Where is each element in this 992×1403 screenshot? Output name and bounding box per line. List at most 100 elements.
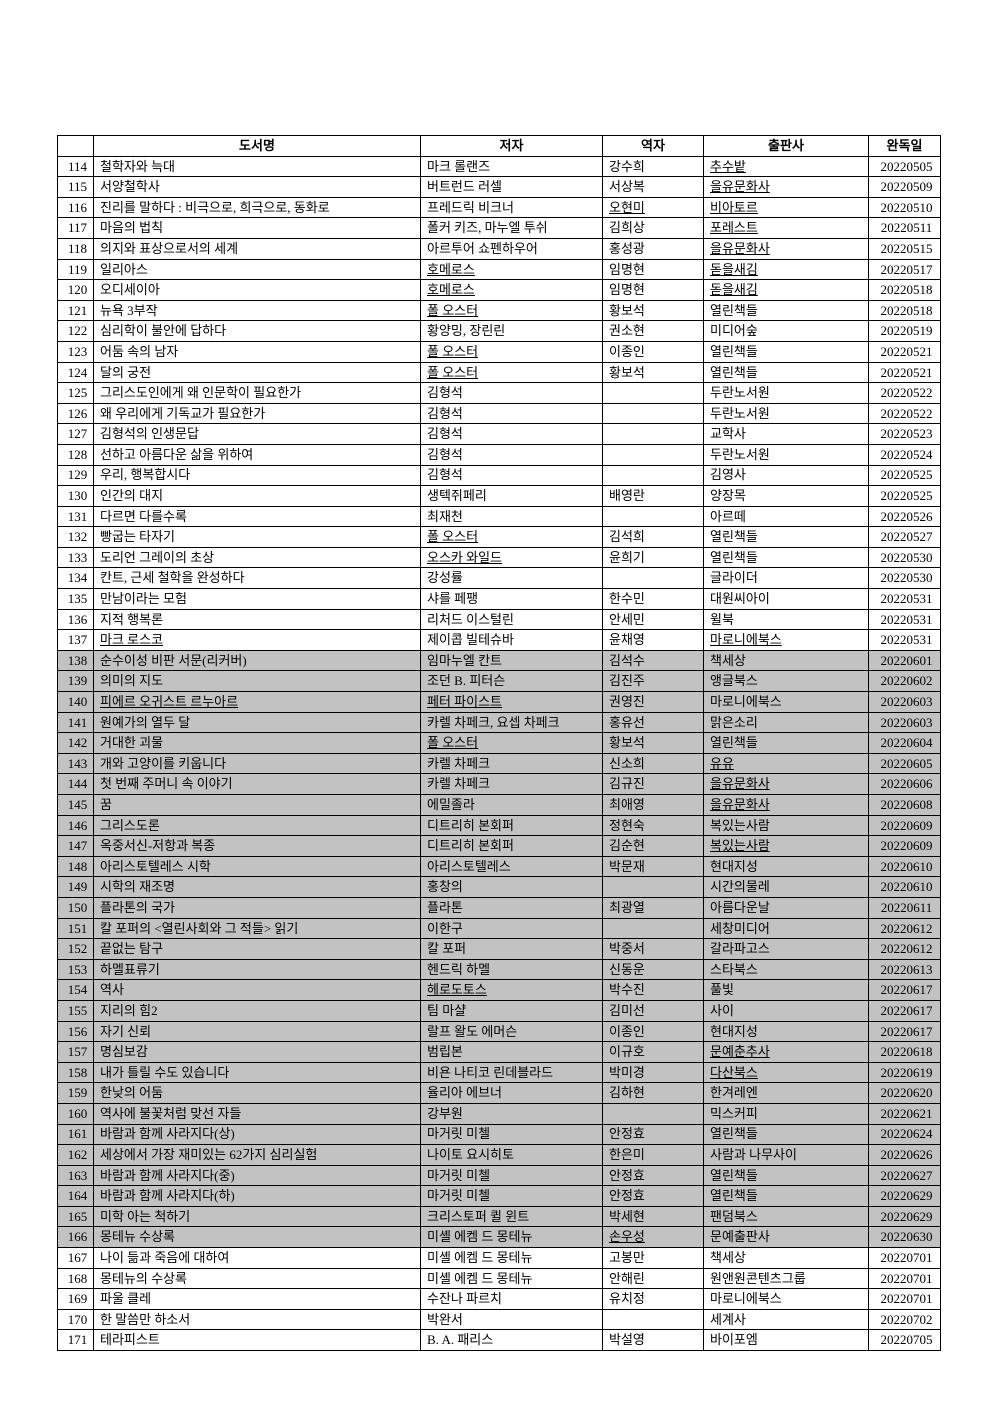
book-title-cell: 진리를 말하다 : 비극으로, 희극으로, 동화로: [93, 196, 421, 219]
row-number-cell: 129: [57, 464, 94, 487]
completion-date-cell: 20220518: [868, 279, 941, 301]
translator-cell: 박문재: [602, 855, 704, 878]
translator-cell: [602, 1102, 704, 1125]
row-number-cell: 171: [57, 1329, 94, 1352]
publisher-cell: 을유문화사: [703, 237, 869, 260]
publisher-cell: 바이포엠: [703, 1329, 869, 1352]
completion-date-cell: 20220613: [868, 958, 941, 981]
author-cell: 홍창의: [420, 876, 603, 898]
table-row: 131 다르면 다를수록 최재천 아르떼 20220526: [57, 505, 941, 528]
author-cell: 마거릿 미첼: [420, 1185, 603, 1207]
row-number-cell: 140: [57, 691, 94, 713]
row-number-cell: 170: [57, 1308, 94, 1331]
author-cell: 범립본: [420, 1041, 603, 1063]
completion-date-cell: 20220617: [868, 979, 941, 1001]
table-row: 169 파울 클레 수잔나 파르치 유치정 마로니에북스 20220701: [57, 1288, 941, 1310]
translator-cell: [602, 464, 704, 487]
table-row: 126 왜 우리에게 기독교가 필요한가 김형석 두란노서원 20220522: [57, 402, 941, 425]
table-row: 127 김형석의 인생문답 김형석 교학사 20220523: [57, 423, 941, 445]
translator-cell: [602, 443, 704, 466]
publisher-cell: 시간의물레: [703, 876, 869, 898]
completion-date-cell: 20220626: [868, 1144, 941, 1166]
table-row: 114 철학자와 늑대 마크 롤랜즈 강수희 추수밭 20220505: [57, 155, 941, 178]
publisher-cell: 대원씨아이: [703, 588, 869, 610]
book-title-cell: 칸트, 근세 철학을 완성하다: [93, 567, 421, 590]
header-publisher: 출판사: [703, 135, 869, 157]
author-cell: 강성률: [420, 567, 603, 590]
table-row: 141 원예가의 열두 달 카렐 차페크, 요셉 차페크 홍유선 맑은소리 20…: [57, 711, 941, 734]
table-row: 144 첫 번째 주머니 속 이야기 카렐 차페크 김규진 을유문화사 2022…: [57, 773, 941, 795]
completion-date-cell: 20220701: [868, 1267, 941, 1290]
table-row: 157 명심보감 범립본 이규호 문예춘추사 20220618: [57, 1041, 941, 1063]
table-row: 128 선하고 아름다운 삶을 위하여 김형석 두란노서원 20220524: [57, 443, 941, 466]
translator-cell: 황보석: [602, 299, 704, 322]
author-cell: 마크 롤랜즈: [420, 155, 603, 178]
book-title-cell: 그리스도인에게 왜 인문학이 필요한가: [93, 382, 421, 404]
author-cell: 샤를 페팽: [420, 588, 603, 610]
author-cell: 카렐 차페크, 요셉 차페크: [420, 711, 603, 734]
row-number-cell: 119: [57, 258, 94, 281]
table-row: 129 우리, 행복합시다 김형석 김영사 20220525: [57, 464, 941, 487]
publisher-cell: 열린책들: [703, 732, 869, 754]
publisher-cell: 믹스커피: [703, 1102, 869, 1125]
publisher-cell: 포레스트: [703, 217, 869, 239]
book-title-cell: 나이 듦과 죽음에 대하여: [93, 1247, 421, 1269]
table-row: 142 거대한 괴물 폴 오스터 황보석 열린책들 20220604: [57, 732, 941, 754]
author-cell: 호메로스: [420, 279, 603, 301]
publisher-cell: 다산북스: [703, 1061, 869, 1084]
table-row: 117 마음의 법칙 폴커 키즈, 마누엘 투쉬 김희상 포레스트 202205…: [57, 217, 941, 239]
book-title-cell: 그리스도론: [93, 814, 421, 837]
row-number-cell: 161: [57, 1123, 94, 1146]
translator-cell: [602, 567, 704, 590]
author-cell: 미셸 에켐 드 몽테뉴: [420, 1267, 603, 1290]
row-number-cell: 149: [57, 876, 94, 898]
translator-cell: 최애영: [602, 794, 704, 816]
author-cell: B. A. 패리스: [420, 1329, 603, 1352]
row-number-cell: 153: [57, 958, 94, 981]
row-number-cell: 134: [57, 567, 94, 590]
table-row: 140 피에르 오귀스트 르누아르 페터 파이스트 권영진 마로니에북스 202…: [57, 691, 941, 713]
book-title-cell: 첫 번째 주머니 속 이야기: [93, 773, 421, 795]
completion-date-cell: 20220617: [868, 1020, 941, 1043]
book-title-cell: 의미의 지도: [93, 670, 421, 693]
completion-date-cell: 20220619: [868, 1061, 941, 1084]
publisher-cell: 마로니에북스: [703, 629, 869, 651]
book-title-cell: 내가 틀릴 수도 있습니다: [93, 1061, 421, 1084]
completion-date-cell: 20220526: [868, 505, 941, 528]
author-cell: 팀 마샬: [420, 999, 603, 1022]
translator-cell: 고봉만: [602, 1247, 704, 1269]
publisher-cell: 복있는사람: [703, 835, 869, 857]
publisher-cell: 세창미디어: [703, 917, 869, 940]
row-number-cell: 158: [57, 1061, 94, 1084]
table-row: 163 바람과 함께 사라지다(중) 마거릿 미첼 안정효 열린책들 20220…: [57, 1164, 941, 1187]
publisher-cell: 세계사: [703, 1308, 869, 1331]
publisher-cell: 열린책들: [703, 361, 869, 384]
book-title-cell: 개와 고양이를 키웁니다: [93, 752, 421, 775]
table-row: 149 시학의 재조명 홍창의 시간의물레 20220610: [57, 876, 941, 898]
row-number-cell: 162: [57, 1144, 94, 1166]
table-row: 160 역사에 불꽃처럼 맞선 자들 강부원 믹스커피 20220621: [57, 1102, 941, 1125]
table-row: 133 도리언 그레이의 초상 오스카 와일드 윤희기 열린책들 2022053…: [57, 546, 941, 569]
translator-cell: 최광열: [602, 896, 704, 919]
publisher-cell: 을유문화사: [703, 794, 869, 816]
translator-cell: 박미경: [602, 1061, 704, 1084]
author-cell: 폴 오스터: [420, 732, 603, 754]
translator-cell: 홍유선: [602, 711, 704, 734]
row-number-cell: 157: [57, 1041, 94, 1063]
translator-cell: 김진주: [602, 670, 704, 693]
completion-date-cell: 20220610: [868, 855, 941, 878]
completion-date-cell: 20220522: [868, 382, 941, 404]
author-cell: 폴커 키즈, 마누엘 투쉬: [420, 217, 603, 239]
translator-cell: 김미선: [602, 999, 704, 1022]
book-title-cell: 어둠 속의 남자: [93, 340, 421, 363]
translator-cell: 김석수: [602, 649, 704, 672]
book-title-cell: 역사: [93, 979, 421, 1001]
row-number-cell: 139: [57, 670, 94, 693]
row-number-cell: 159: [57, 1082, 94, 1104]
translator-cell: [602, 382, 704, 404]
table-header: 도서명 저자 역자 출판사 완독일: [57, 135, 941, 157]
completion-date-cell: 20220624: [868, 1123, 941, 1146]
author-cell: 조던 B. 피터슨: [420, 670, 603, 693]
author-cell: 김형석: [420, 382, 603, 404]
reading-log-sheet: 도서명 저자 역자 출판사 완독일 114 철학자와 늑대 마크 롤랜즈 강수희…: [57, 135, 941, 1352]
